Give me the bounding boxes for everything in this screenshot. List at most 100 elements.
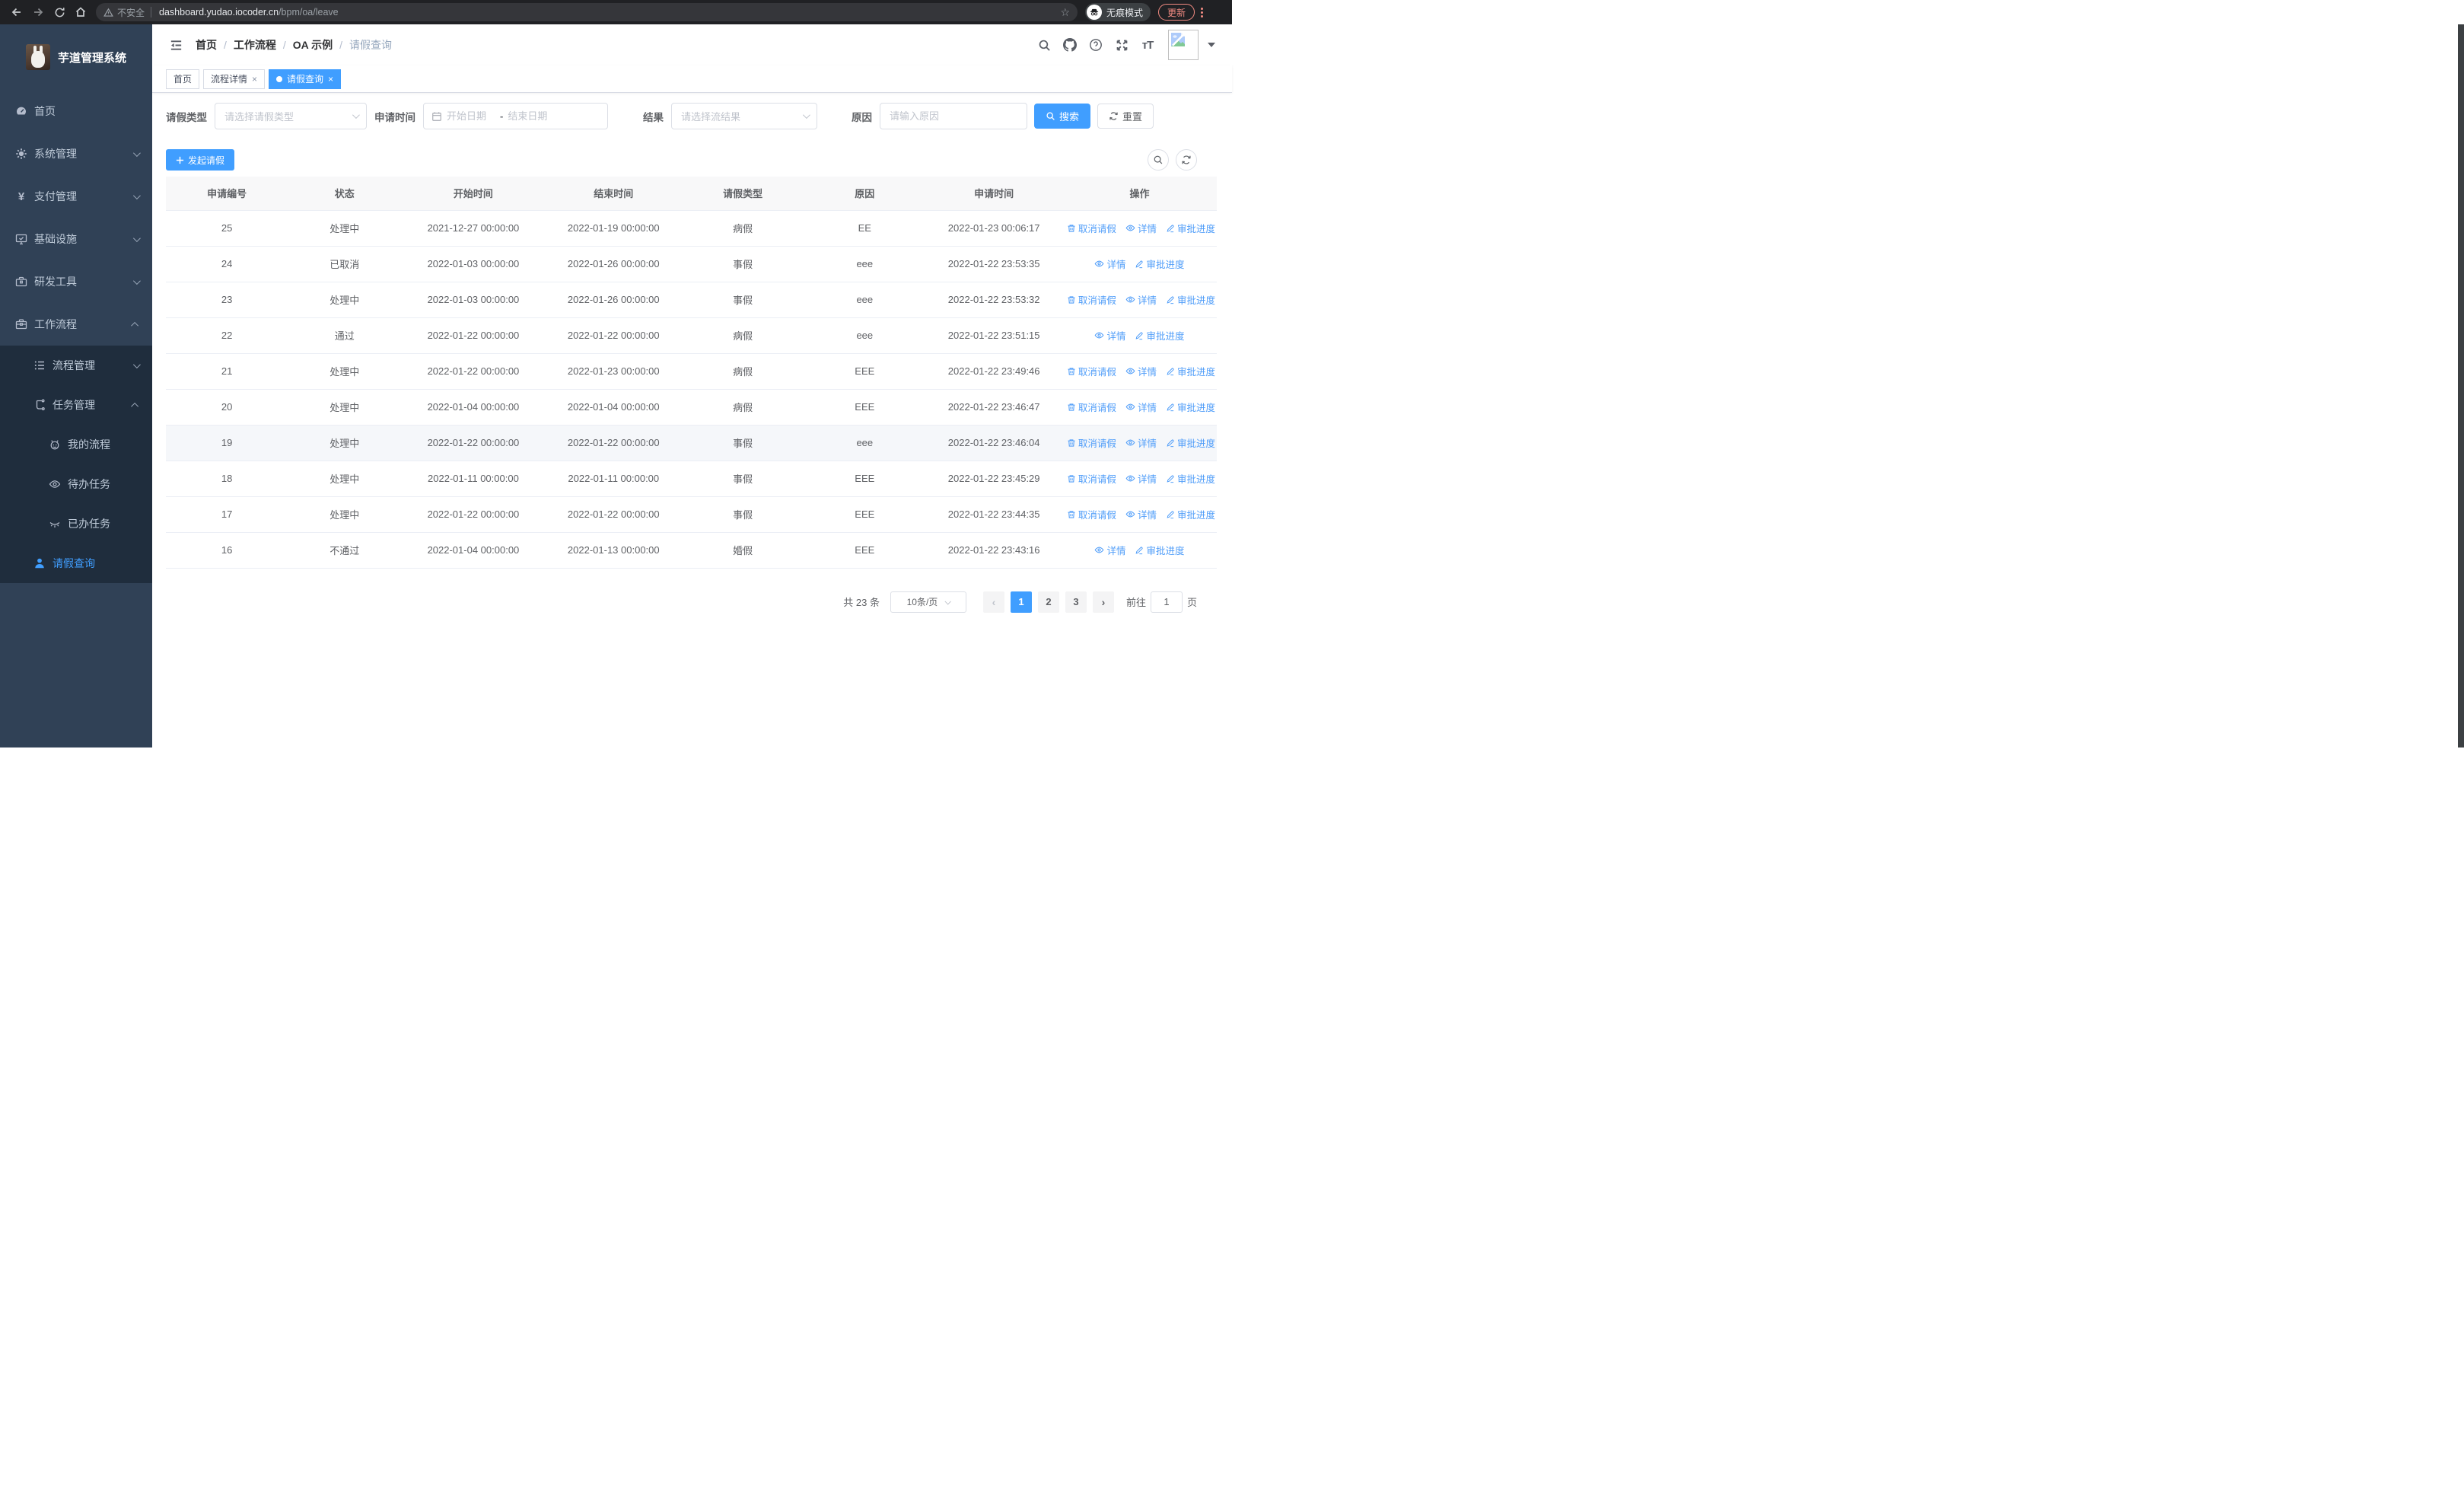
sidebar-item-任务管理[interactable]: 任务管理 <box>0 385 152 425</box>
date-separator: - <box>500 110 504 122</box>
prev-page-button[interactable]: ‹ <box>982 591 1004 613</box>
fullscreen-icon[interactable] <box>1109 32 1135 58</box>
action-cancel-link[interactable]: 取消请假 <box>1067 400 1116 414</box>
action-cancel-link[interactable]: 取消请假 <box>1067 471 1116 486</box>
sidebar-item-我的流程[interactable]: 我的流程 <box>0 425 152 464</box>
sidebar-item-系统管理[interactable]: 系统管理 <box>0 132 152 175</box>
action-label: 取消请假 <box>1078 438 1116 450</box>
action-detail-link[interactable]: 详情 <box>1125 400 1157 414</box>
action-progress-link[interactable]: 审批进度 <box>1166 364 1215 378</box>
tab-close-icon[interactable]: × <box>252 73 258 84</box>
sidebar-item-研发工具[interactable]: 研发工具 <box>0 260 152 303</box>
table-row: 23 处理中 2022-01-03 00:00:00 2022-01-26 00:00… <box>166 282 1217 318</box>
page-size-select[interactable]: 10条/页 <box>890 591 966 613</box>
tab-active-dot-icon <box>276 75 283 82</box>
window-scrollbar[interactable] <box>2458 24 2464 748</box>
action-detail-link[interactable]: 详情 <box>1125 221 1157 235</box>
action-progress-link[interactable]: 审批进度 <box>1166 292 1215 307</box>
cell-id: 22 <box>166 317 288 354</box>
apply-time-range[interactable]: - <box>423 103 608 129</box>
table-refresh-button[interactable] <box>1176 149 1197 171</box>
action-detail-link[interactable]: 详情 <box>1125 471 1157 486</box>
sidebar-item-工作流程[interactable]: 工作流程 <box>0 303 152 346</box>
tab-流程详情[interactable]: 流程详情 × <box>203 69 266 89</box>
browser-menu-icon[interactable] <box>1201 7 1204 18</box>
table-body: 25 处理中 2021-12-27 00:00:00 2022-01-19 00:00… <box>166 210 1217 569</box>
sidebar-item-流程管理[interactable]: 流程管理 <box>0 346 152 385</box>
action-label: 详情 <box>1106 330 1126 342</box>
page-button-1[interactable]: 1 <box>1010 591 1032 613</box>
breadcrumb-item[interactable]: OA 示例 <box>292 39 333 51</box>
create-leave-button[interactable]: 发起请假 <box>166 149 235 171</box>
sidebar-item-待办任务[interactable]: 待办任务 <box>0 464 152 504</box>
breadcrumb-separator: / <box>339 39 343 51</box>
collapse-menu-icon[interactable] <box>169 38 183 53</box>
action-label: 取消请假 <box>1078 474 1116 486</box>
action-detail-link[interactable]: 详情 <box>1094 328 1125 343</box>
action-progress-link[interactable]: 审批进度 <box>1166 507 1215 521</box>
result-select[interactable]: 请选择流结果 <box>671 103 817 129</box>
url-bar[interactable]: 不安全 dashboard.yudao.iocoder.cn/bpm/oa/le… <box>96 3 1078 21</box>
action-label: 取消请假 <box>1078 224 1116 235</box>
cell-actions: 详情 审批进度 <box>1062 532 1217 569</box>
sidebar-item-已办任务[interactable]: 已办任务 <box>0 504 152 543</box>
action-cancel-link[interactable]: 取消请假 <box>1067 292 1116 307</box>
search-icon[interactable] <box>1031 32 1057 58</box>
app-logo: 芋道管理系统 <box>0 24 152 90</box>
bookmark-star-icon[interactable]: ☆ <box>1060 5 1070 18</box>
leave-type-select[interactable]: 请选择请假类型 <box>215 103 367 129</box>
search-button[interactable]: 搜索 <box>1034 104 1091 129</box>
action-progress-link[interactable]: 审批进度 <box>1166 471 1215 486</box>
action-cancel-link[interactable]: 取消请假 <box>1067 364 1116 378</box>
forward-icon[interactable] <box>27 2 49 23</box>
avatar-caret-icon[interactable] <box>1208 43 1215 47</box>
action-cancel-link[interactable]: 取消请假 <box>1067 435 1116 450</box>
sidebar-item-支付管理[interactable]: ¥ 支付管理 <box>0 175 152 218</box>
end-date-input[interactable] <box>508 110 557 122</box>
cell-reason: EEE <box>804 461 926 497</box>
action-label: 审批进度 <box>1176 438 1215 450</box>
back-icon[interactable] <box>6 2 27 23</box>
start-date-input[interactable] <box>447 110 495 122</box>
action-detail-link[interactable]: 详情 <box>1125 364 1157 378</box>
action-progress-link[interactable]: 审批进度 <box>1166 400 1215 414</box>
update-button[interactable]: 更新 <box>1158 4 1195 21</box>
font-size-icon[interactable]: тT <box>1141 38 1154 52</box>
sidebar-item-请假查询[interactable]: 请假查询 <box>0 543 152 583</box>
action-detail-link[interactable]: 详情 <box>1125 507 1157 521</box>
home-icon[interactable] <box>70 2 91 23</box>
github-icon[interactable] <box>1057 32 1083 58</box>
reset-button[interactable]: 重置 <box>1097 104 1154 129</box>
page-button-3[interactable]: 3 <box>1065 591 1087 613</box>
action-detail-link[interactable]: 详情 <box>1125 435 1157 450</box>
action-detail-link[interactable]: 详情 <box>1125 292 1157 307</box>
page-button-2[interactable]: 2 <box>1037 591 1059 613</box>
column-header-操作: 操作 <box>1062 177 1217 211</box>
cell-id: 21 <box>166 353 288 390</box>
action-progress-link[interactable]: 审批进度 <box>1135 543 1184 557</box>
tab-首页[interactable]: 首页 <box>166 69 200 89</box>
action-progress-link[interactable]: 审批进度 <box>1135 257 1184 271</box>
table-search-button[interactable] <box>1148 149 1169 171</box>
user-avatar[interactable] <box>1168 30 1199 60</box>
action-progress-link[interactable]: 审批进度 <box>1166 435 1215 450</box>
sidebar-item-基础设施[interactable]: 基础设施 <box>0 218 152 260</box>
action-progress-link[interactable]: 审批进度 <box>1166 221 1215 235</box>
action-detail-link[interactable]: 详情 <box>1094 543 1125 557</box>
sidebar-item-label: 首页 <box>34 105 56 117</box>
goto-page-input[interactable] <box>1150 591 1183 613</box>
reason-input[interactable] <box>880 103 1027 129</box>
breadcrumb-item[interactable]: 工作流程 <box>233 39 276 51</box>
tab-close-icon[interactable]: × <box>328 73 334 84</box>
next-page-button[interactable]: › <box>1092 591 1114 613</box>
action-detail-link[interactable]: 详情 <box>1094 257 1125 271</box>
tab-请假查询[interactable]: 请假查询 × <box>269 69 342 89</box>
reload-icon[interactable] <box>49 2 70 23</box>
help-icon[interactable] <box>1083 32 1109 58</box>
action-cancel-link[interactable]: 取消请假 <box>1067 221 1116 235</box>
action-progress-link[interactable]: 审批进度 <box>1135 328 1184 343</box>
sidebar-item-首页[interactable]: 首页 <box>0 90 152 132</box>
cell-status: 通过 <box>288 317 402 354</box>
breadcrumb-item[interactable]: 首页 <box>196 39 217 51</box>
action-cancel-link[interactable]: 取消请假 <box>1067 507 1116 521</box>
